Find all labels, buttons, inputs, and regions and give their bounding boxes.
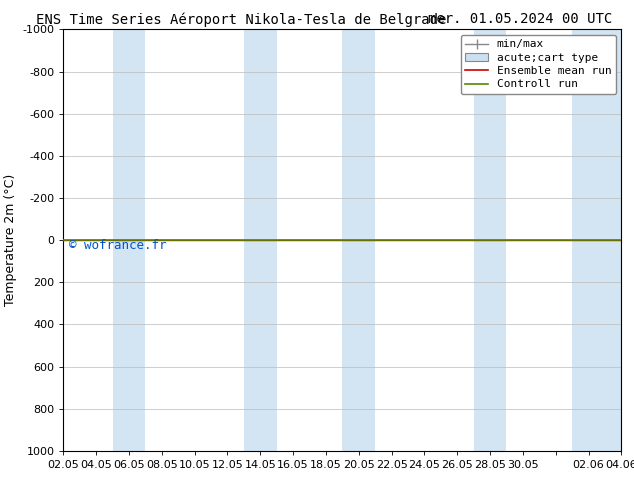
Bar	[113, 29, 145, 451]
Text: © wofrance.fr: © wofrance.fr	[69, 239, 167, 252]
Bar	[572, 29, 621, 451]
Legend: min/max, acute;cart type, Ensemble mean run, Controll run: min/max, acute;cart type, Ensemble mean …	[461, 35, 616, 94]
Y-axis label: Temperature 2m (°C): Temperature 2m (°C)	[4, 174, 17, 306]
Text: mer. 01.05.2024 00 UTC: mer. 01.05.2024 00 UTC	[428, 12, 612, 26]
Bar	[342, 29, 375, 451]
Bar	[244, 29, 276, 451]
Text: ENS Time Series Aéroport Nikola-Tesla de Belgrade: ENS Time Series Aéroport Nikola-Tesla de…	[36, 12, 446, 27]
Bar	[474, 29, 507, 451]
